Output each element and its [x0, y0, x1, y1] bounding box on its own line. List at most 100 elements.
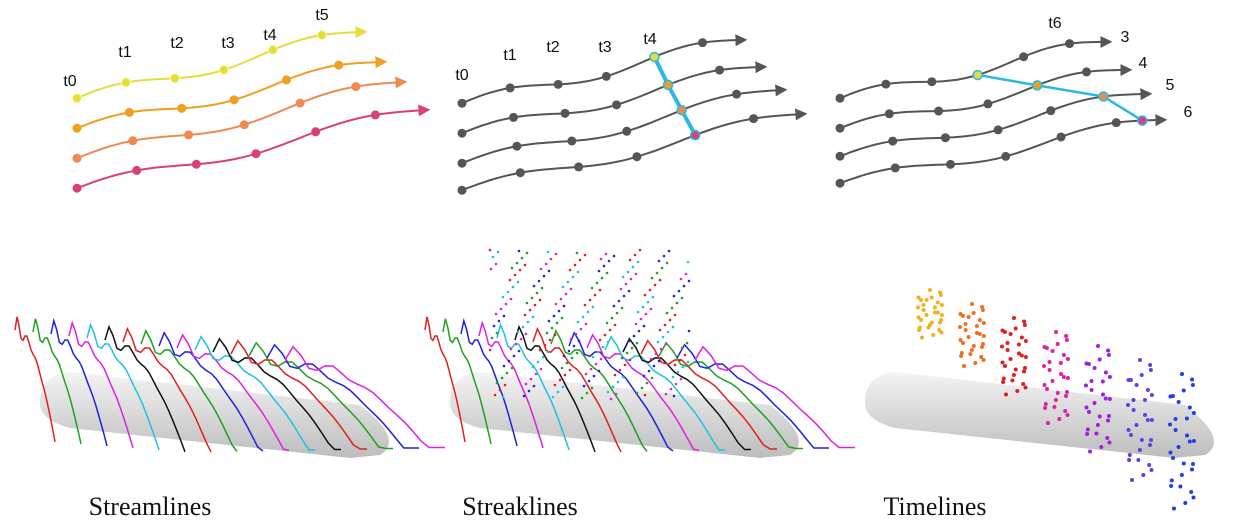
time-dot — [1043, 383, 1047, 387]
streak-dot — [570, 288, 573, 291]
time-dot — [1146, 418, 1150, 422]
time-dot — [1023, 366, 1027, 370]
particle — [602, 72, 611, 81]
time-dot — [1001, 329, 1005, 333]
caption: Timelines — [883, 492, 986, 521]
streak-dot — [627, 271, 630, 274]
time-dot — [1090, 388, 1094, 392]
streak-dot — [660, 348, 663, 351]
timeline — [978, 75, 1143, 121]
time-dot — [1127, 428, 1131, 432]
particle — [268, 45, 277, 54]
time-dot — [1129, 433, 1133, 437]
streak-dot — [639, 249, 642, 252]
particle — [311, 127, 320, 136]
time-dot — [1088, 450, 1092, 454]
streak-dot — [684, 354, 687, 357]
time-dot — [970, 348, 974, 352]
streak-dot — [625, 283, 628, 286]
streak-dot — [512, 286, 515, 289]
particle — [184, 130, 193, 139]
time-dot — [1192, 411, 1196, 415]
streak-dot — [526, 252, 529, 255]
time-dot — [936, 301, 940, 305]
streak-dot — [628, 290, 631, 293]
streak-dot — [503, 365, 506, 368]
time-label: t1 — [503, 47, 516, 64]
particle — [946, 160, 955, 169]
streak-dot — [517, 281, 520, 284]
streak-dot — [502, 296, 505, 299]
streak-dot — [510, 348, 513, 351]
streak-dot — [669, 319, 672, 322]
streak-dot — [636, 392, 639, 395]
time-label: t2 — [170, 35, 183, 52]
streak-dot — [664, 324, 667, 327]
streak-dot — [648, 370, 651, 373]
streak-dot — [680, 278, 683, 281]
time-dot — [1010, 379, 1014, 383]
streak-dot — [688, 330, 691, 333]
particle — [1065, 39, 1074, 48]
time-dot — [1002, 377, 1006, 381]
streak-dot — [686, 342, 689, 345]
streak-dot — [614, 374, 617, 377]
particle — [836, 94, 845, 103]
streak-dot — [568, 350, 571, 353]
time-dot — [967, 315, 971, 319]
streak-dot — [657, 341, 660, 344]
streak-dot — [563, 305, 566, 308]
streak-dot — [571, 357, 574, 360]
time-dot — [1104, 397, 1108, 401]
time-dot — [1106, 419, 1110, 423]
streak-dot — [516, 262, 519, 265]
time-dot — [925, 298, 929, 302]
time-dot — [922, 303, 926, 307]
streak-dot — [524, 264, 527, 267]
streak-dot — [555, 303, 558, 306]
body — [450, 372, 799, 458]
time-dot — [1066, 376, 1070, 380]
streak-dot — [495, 313, 498, 316]
streak-dot — [586, 392, 589, 395]
time-dot — [1096, 423, 1100, 427]
streak-dot — [677, 371, 680, 374]
time-dot — [1135, 383, 1139, 387]
streak-dot — [503, 315, 506, 318]
streak-dot — [634, 254, 637, 257]
streak-dot — [687, 361, 690, 364]
time-dot — [1051, 379, 1055, 383]
time-dot — [920, 336, 924, 340]
streak-dot — [680, 378, 683, 381]
streak-dot — [544, 344, 547, 347]
streak-dot — [514, 274, 517, 277]
particle — [73, 184, 82, 193]
streak-dot — [506, 372, 509, 375]
streak-dot — [649, 289, 652, 292]
streak-dot — [596, 282, 599, 285]
streak-dot — [547, 251, 550, 254]
time-dot — [1182, 462, 1186, 466]
time-dot — [1052, 405, 1056, 409]
streak-dot — [577, 271, 580, 274]
streak-dot — [668, 250, 671, 253]
streak-dot — [617, 381, 620, 384]
time-dot — [970, 302, 974, 306]
streak-dot — [681, 297, 684, 300]
particle — [836, 179, 845, 188]
time-dot — [917, 328, 921, 332]
time-dot — [922, 308, 926, 312]
time-dot — [1174, 428, 1178, 432]
particle — [512, 142, 521, 151]
streak-dot — [535, 373, 538, 376]
streak-particle — [664, 80, 673, 89]
time-dot — [1084, 384, 1088, 388]
streak-dot — [578, 340, 581, 343]
streak-dot — [585, 373, 588, 376]
time-dot — [1056, 342, 1060, 346]
streak-dot — [598, 270, 601, 273]
streak-dot — [600, 358, 603, 361]
particle — [458, 129, 467, 138]
time-label: t4 — [643, 31, 656, 48]
streak-dot — [525, 333, 528, 336]
